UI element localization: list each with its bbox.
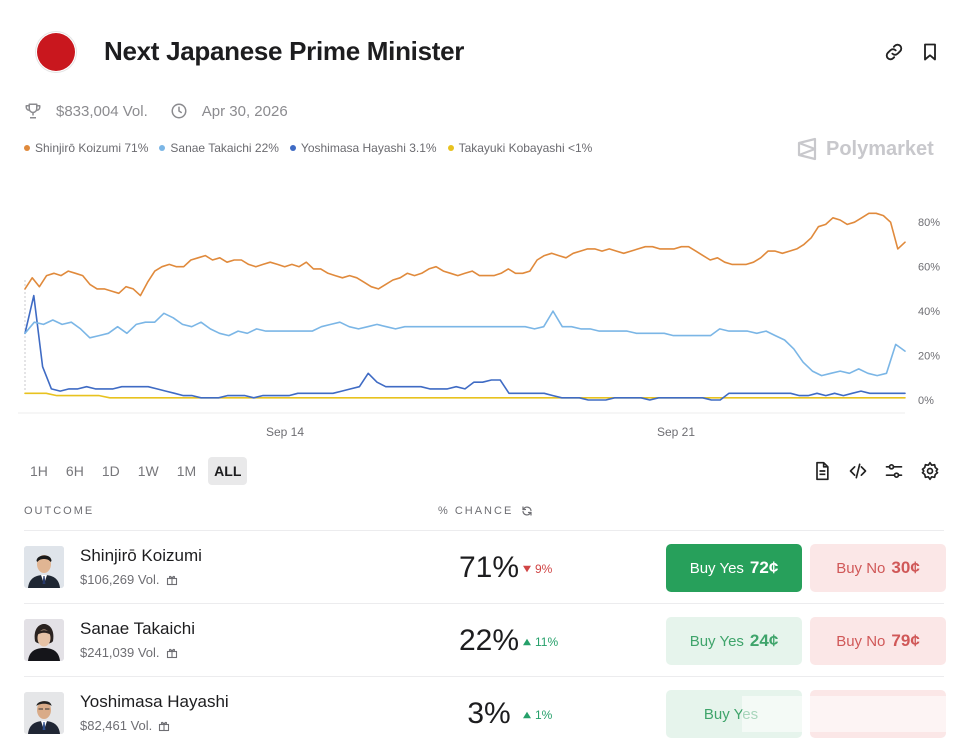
y-tick-label: 80% [918,217,940,229]
chart-toolbar [812,461,956,481]
outcome-name[interactable]: Yoshimasa Hayashi [80,692,229,711]
range-1d[interactable]: 1D [101,463,120,479]
range-all[interactable]: ALL [208,457,248,485]
polymarket-logo-icon [797,137,817,161]
legend-item: Sanae Takaichi 22% [159,141,279,155]
refresh-icon[interactable] [521,505,533,517]
gift-icon [159,721,170,731]
document-icon[interactable] [812,461,832,481]
avatar [24,692,64,734]
chance-delta: 1% [523,708,552,722]
x-tick-label: Sep 21 [657,425,695,439]
buy-no-button[interactable]: Buy No 30¢ [810,544,946,592]
link-icon[interactable] [884,42,904,62]
scroll-fade-overlay [742,696,952,732]
y-tick-label: 40% [918,306,940,318]
chart-legend: Shinjirō Koizumi 71% Sanae Takaichi 22% … [24,141,603,155]
clock-icon [171,103,187,119]
caret-up-icon [523,711,531,719]
sliders-icon[interactable] [884,461,904,481]
chance-value: 71% [458,551,520,584]
range-1w[interactable]: 1W [137,463,159,479]
outcome-row[interactable]: Sanae Takaichi $241,039 Vol. 22% 11% Buy… [24,603,946,676]
legend-item: Shinjirō Koizumi 71% [24,141,148,155]
outcome-volume: $82,461 Vol. [80,718,170,733]
buy-no-button[interactable]: Buy No 79¢ [810,617,946,665]
chance-delta: 9% [523,562,552,576]
series-line [24,392,906,399]
avatar [24,619,64,661]
chart-canvas: 80% 60% 40% 20% 0% Sep 14 Sep 21 [18,212,940,439]
market-meta: $833,004 Vol. Apr 30, 2026 [24,100,288,122]
polymarket-watermark: Polymarket [796,134,934,164]
avatar [24,546,64,588]
chance-value: 22% [458,624,520,657]
outcome-row[interactable]: Shinjirō Koizumi $106,269 Vol. 71% 9% Bu… [24,530,946,603]
series-line [24,212,906,297]
market-header: Next Japanese Prime Minister [0,0,968,100]
caret-up-icon [523,638,531,646]
range-1h[interactable]: 1H [30,463,48,479]
outcome-volume: $241,039 Vol. [80,645,178,660]
gift-icon [166,575,177,585]
series-line [24,294,906,401]
chance-value: 3% [467,697,511,730]
embed-code-icon[interactable] [848,461,868,481]
buy-yes-button[interactable]: Buy Yes 24¢ [666,617,802,665]
buy-yes-button[interactable]: Buy Yes 72¢ [666,544,802,592]
range-6h[interactable]: 6H [65,463,84,479]
legend-item: Yoshimasa Hayashi 3.1% [289,141,437,155]
page-title: Next Japanese Prime Minister [104,36,465,66]
caret-down-icon [523,565,531,573]
volume-total: $833,004 Vol. [56,102,148,120]
chance-column-header: % CHANCE [438,505,533,517]
gift-icon [166,648,177,658]
settings-gear-icon[interactable] [920,461,940,481]
x-tick-label: Sep 14 [266,425,304,439]
outcome-column-header: OUTCOME [24,505,95,517]
y-tick-label: 20% [918,351,940,363]
outcome-name[interactable]: Shinjirō Koizumi [80,546,202,565]
y-tick-label: 60% [918,262,940,274]
bookmark-icon[interactable] [920,42,940,62]
chance-delta: 11% [523,635,558,649]
price-chart[interactable]: 80% 60% 40% 20% 0% Sep 14 Sep 21 [0,170,968,450]
series-line [24,310,906,377]
trophy-icon [25,103,41,119]
legend-item: Takayuki Kobayashi <1% [447,141,592,155]
outcome-volume: $106,269 Vol. [80,572,178,587]
range-1m[interactable]: 1M [176,463,197,479]
japan-flag-icon [36,32,76,72]
time-range-selector: 1H 6H 1D 1W 1M ALL [24,457,253,485]
y-tick-label: 0% [918,395,934,407]
outcome-name[interactable]: Sanae Takaichi [80,619,195,638]
end-date: Apr 30, 2026 [201,102,288,120]
